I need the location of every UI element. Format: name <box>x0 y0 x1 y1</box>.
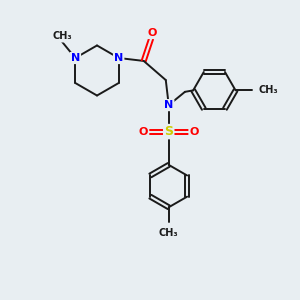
Text: O: O <box>148 28 157 38</box>
Text: CH₃: CH₃ <box>52 32 72 41</box>
Text: CH₃: CH₃ <box>159 229 178 238</box>
Text: S: S <box>164 125 173 138</box>
Text: N: N <box>164 100 173 110</box>
Text: O: O <box>138 127 148 136</box>
Text: CH₃: CH₃ <box>258 85 278 95</box>
Text: N: N <box>114 53 123 63</box>
Text: N: N <box>71 53 80 63</box>
Text: O: O <box>190 127 199 136</box>
